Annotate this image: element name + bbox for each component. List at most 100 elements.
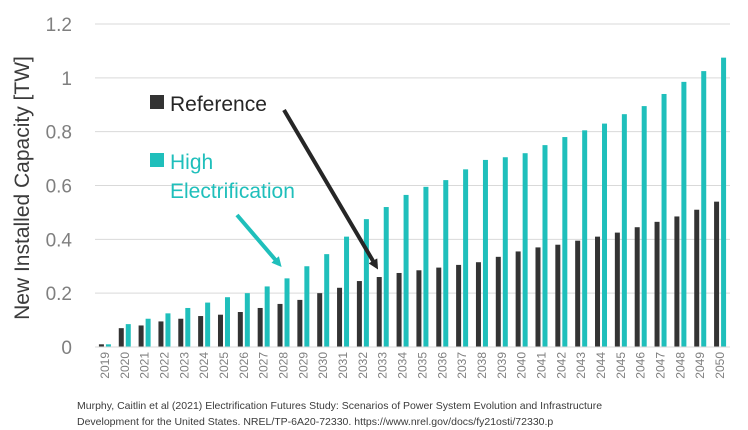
legend-label-reference: Reference [170,93,267,116]
legend-swatch-high-electrification [150,153,164,167]
bar-high-electrification-2042 [562,137,568,347]
x-tick-label: 2049 [693,352,707,379]
legend-swatch-reference [150,95,164,109]
bar-reference-2031 [337,287,343,347]
bar-reference-2033 [376,277,382,347]
high-electrification-arrow [235,213,282,268]
y-axis-ticks: 0 0.2 0.4 0.6 0.8 1 1.2 [46,15,73,359]
bar-reference-2032 [356,281,362,347]
bar-high-electrification-2046 [641,106,647,348]
bar-high-electrification-2034 [403,194,409,347]
y-tick-label: 0.6 [46,177,72,198]
bar-high-electrification-2037 [463,169,469,347]
x-tick-label: 2027 [257,352,271,379]
citation-line-2: Development for the United States. NREL/… [77,416,554,428]
x-tick-label: 2024 [197,352,211,379]
bar-reference-2040 [515,251,521,347]
bar-reference-2025 [217,314,223,347]
bar-reference-2027 [257,307,263,347]
legend-label-high-line2: Electrification [170,180,295,203]
y-tick-label: 0.8 [46,123,72,144]
bar-reference-2030 [317,293,323,347]
x-tick-label: 2034 [396,352,410,379]
x-tick-label: 2045 [614,352,628,379]
bar-high-electrification-2022 [165,313,171,347]
bar-high-electrification-2033 [383,207,389,347]
bar-high-electrification-2021 [145,318,151,347]
bar-reference-2026 [237,312,243,347]
bar-high-electrification-2050 [721,57,727,347]
bar-high-electrification-2030 [324,254,330,347]
reference-arrow [282,108,379,270]
bar-reference-2022 [158,321,164,347]
y-tick-label: 0.4 [46,230,73,251]
bar-high-electrification-2023 [185,307,191,347]
x-tick-label: 2048 [673,352,687,379]
bar-reference-2041 [535,247,541,347]
x-tick-label: 2031 [336,352,350,379]
bar-high-electrification-2019 [105,344,111,347]
x-tick-label: 2030 [316,352,330,379]
bar-high-electrification-2026 [244,293,250,347]
bar-high-electrification-2049 [701,71,707,348]
x-tick-label: 2046 [634,352,648,379]
bar-high-electrification-2039 [502,157,508,347]
bar-high-electrification-2038 [482,159,488,347]
x-tick-label: 2020 [118,352,132,379]
citation-line-1: Murphy, Caitlin et al (2021) Electrifica… [77,400,603,412]
bar-reference-2043 [575,240,581,347]
citation: Murphy, Caitlin et al (2021) Electrifica… [77,398,737,430]
y-tick-label: 0.2 [46,284,72,305]
x-tick-label: 2029 [296,352,310,379]
bar-reference-2038 [475,262,481,347]
bar-reference-2046 [634,227,640,347]
x-tick-label: 2023 [177,352,191,379]
y-tick-label: 1 [61,69,72,90]
x-tick-label: 2039 [495,352,509,379]
legend-label-high-line1: High [170,151,213,174]
x-tick-label: 2036 [435,352,449,379]
bar-reference-2047 [654,221,660,347]
bar-reference-2021 [138,325,144,347]
bar-reference-2028 [277,303,283,347]
bar-high-electrification-2028 [284,278,290,347]
bar-reference-2042 [555,244,561,347]
bar-reference-2044 [595,236,601,347]
bar-high-electrification-2048 [681,81,687,347]
bar-high-electrification-2047 [661,93,667,347]
x-tick-label: 2025 [217,352,231,379]
x-tick-label: 2021 [138,352,152,379]
x-tick-label: 2022 [157,352,171,379]
bar-high-electrification-2032 [363,219,369,347]
bar-reference-2037 [456,264,462,347]
bar-reference-2019 [98,344,104,347]
y-tick-label: 0 [61,338,72,359]
bar-reference-2049 [694,209,700,347]
x-axis-ticks: 2019 2020 2021 2022 2023 2024 2025 2026 2027 2028… [98,352,727,379]
x-tick-label: 2032 [356,352,370,379]
bar-high-electrification-2036 [443,180,449,347]
bar-high-electrification-2044 [602,123,608,347]
bar-reference-2029 [297,299,303,347]
bars [98,57,727,348]
y-axis-label: New Installed Capacity [TW] [11,56,34,320]
bar-reference-2034 [396,272,402,347]
bar-reference-2048 [674,216,680,347]
x-tick-label: 2041 [534,352,548,379]
x-tick-label: 2050 [713,352,727,379]
x-tick-label: 2043 [574,352,588,379]
bar-high-electrification-2043 [582,130,588,347]
bar-reference-2020 [118,328,124,347]
bar-high-electrification-2045 [621,114,627,347]
x-tick-label: 2047 [654,352,668,379]
x-tick-label: 2019 [98,352,112,379]
x-tick-label: 2040 [515,352,529,379]
bar-high-electrification-2025 [224,297,230,347]
bar-high-electrification-2024 [205,302,211,347]
x-tick-label: 2033 [376,352,390,379]
x-tick-label: 2028 [277,352,291,379]
x-tick-label: 2038 [475,352,489,379]
x-tick-label: 2044 [594,352,608,379]
bar-reference-2036 [436,267,442,347]
